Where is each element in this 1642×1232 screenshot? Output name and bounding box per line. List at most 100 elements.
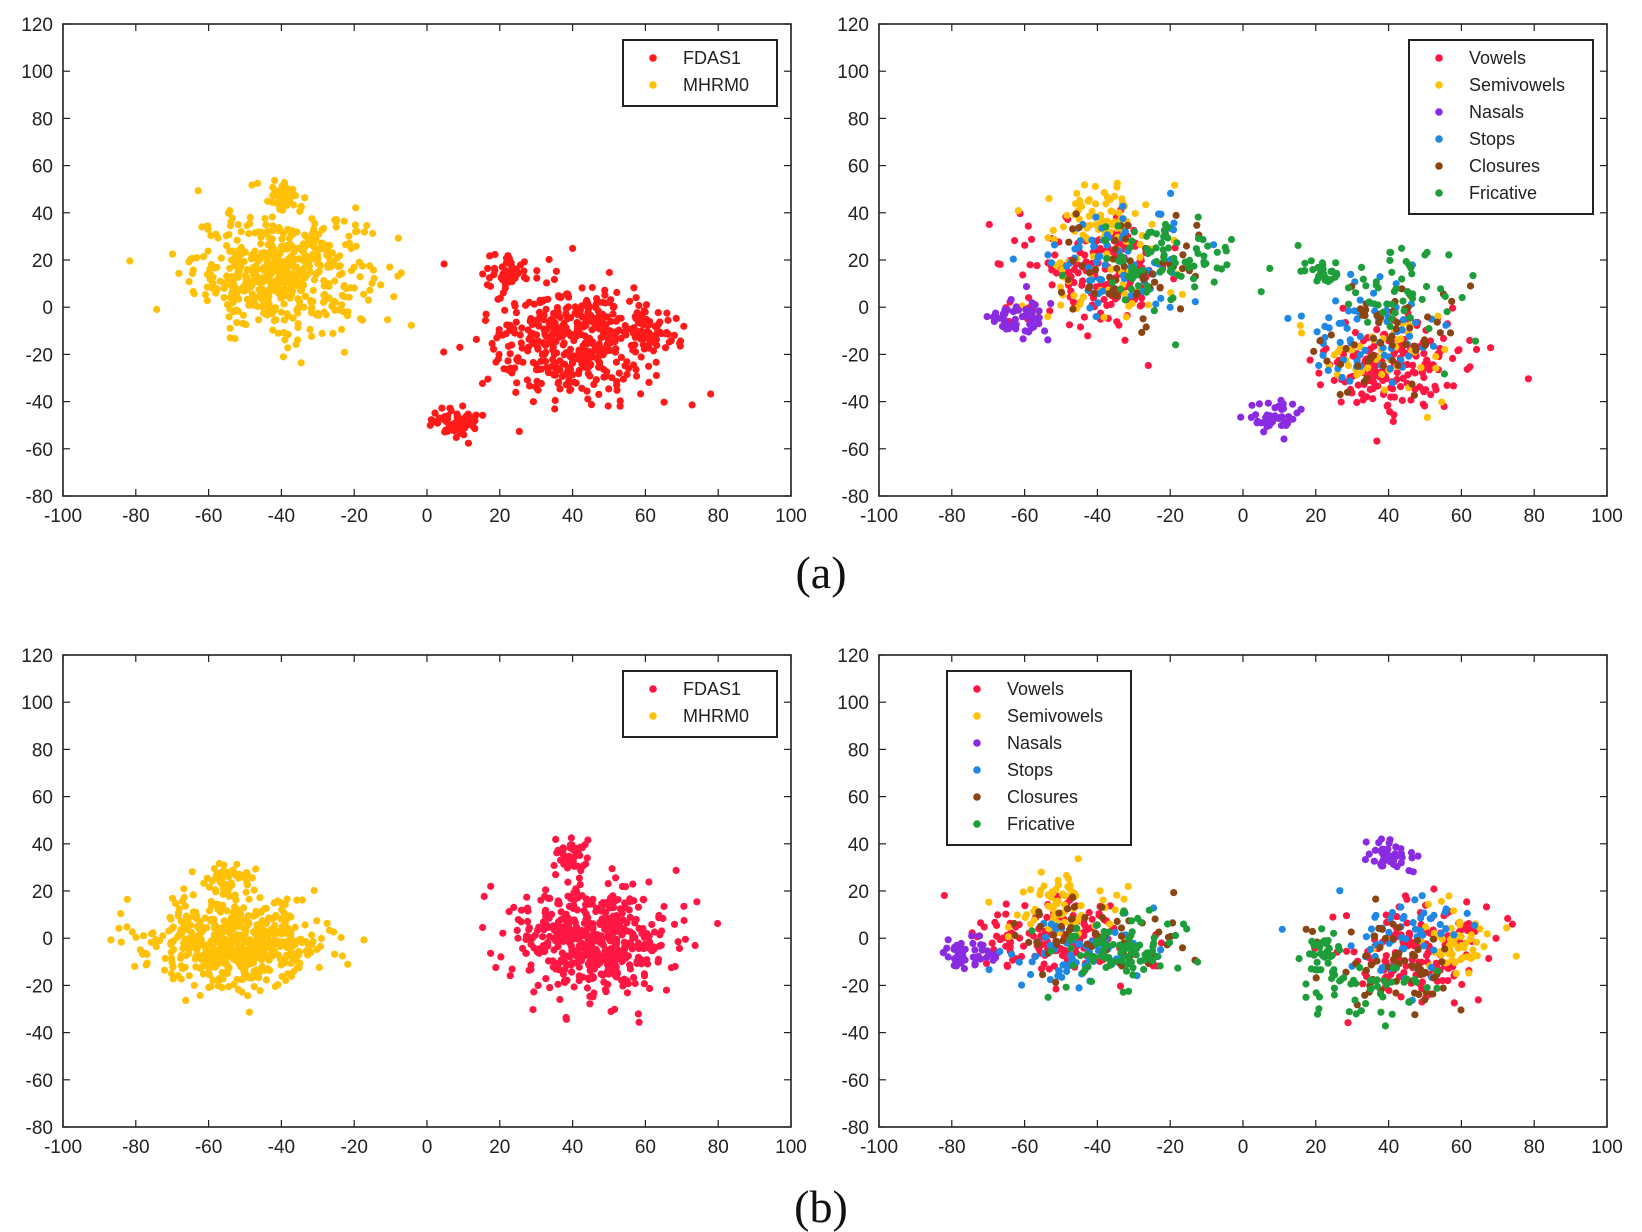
point-nasals	[1019, 335, 1027, 343]
point-nasals	[1285, 413, 1293, 421]
point-mhrm0	[226, 334, 234, 342]
point-fdas1	[515, 427, 523, 435]
point-closures	[1347, 928, 1355, 936]
point-mhrm0	[308, 215, 316, 223]
point-nasals	[1007, 296, 1015, 304]
point-closures	[1402, 341, 1410, 349]
point-vowels	[1396, 383, 1405, 391]
point-fdas1	[550, 275, 559, 284]
point-nasals	[1280, 435, 1288, 443]
point-fricative	[1221, 243, 1229, 251]
y-tick-label: -40	[26, 1024, 53, 1045]
point-closures	[1098, 903, 1106, 911]
point-fdas1	[609, 310, 617, 318]
point-mhrm0	[260, 309, 268, 317]
y-tick-label: -40	[842, 393, 869, 414]
point-mhrm0	[301, 274, 309, 282]
point-vowels	[1463, 365, 1471, 373]
point-fricative	[1100, 927, 1108, 936]
point-closures	[1362, 966, 1370, 975]
point-mhrm0	[239, 319, 247, 327]
point-semivowels	[1142, 201, 1150, 209]
point-fricative	[1134, 914, 1142, 923]
point-nasals	[1371, 846, 1379, 854]
point-mhrm0	[315, 963, 323, 972]
point-mhrm0	[276, 277, 284, 285]
point-fricative	[1388, 300, 1396, 308]
point-mhrm0	[384, 316, 392, 324]
point-vowels	[1081, 251, 1089, 259]
point-mhrm0	[394, 234, 402, 242]
point-fdas1	[575, 353, 583, 361]
point-mhrm0	[222, 232, 230, 240]
point-nasals	[1248, 401, 1256, 409]
point-fdas1	[676, 339, 684, 347]
point-fdas1	[552, 338, 560, 346]
point-fdas1	[560, 339, 568, 347]
point-closures	[1039, 971, 1047, 979]
legend: VowelsSemivowelsNasalsStopsClosuresFrica…	[946, 670, 1132, 846]
point-fdas1_b	[600, 978, 608, 986]
point-semivowels	[1417, 364, 1425, 372]
point-stops	[1389, 379, 1397, 387]
y-tick-label: 100	[837, 62, 869, 83]
point-fdas1	[453, 412, 461, 420]
point-fdas1_b	[622, 883, 630, 891]
point-nasals	[1041, 327, 1049, 335]
x-tick-label: 100	[1591, 1137, 1623, 1158]
point-fdas1	[543, 364, 551, 372]
point-fdas1_b	[539, 922, 547, 930]
point-semivowels	[1100, 217, 1108, 225]
point-fdas1	[463, 412, 471, 420]
point-mhrm0	[271, 261, 279, 269]
point-mhrm0	[297, 359, 305, 367]
point-fricative	[1330, 984, 1338, 992]
point-fricative	[1213, 264, 1221, 272]
point-mhrm0	[268, 213, 276, 221]
point-fdas1_b	[534, 926, 542, 934]
point-fdas1_b	[617, 917, 625, 925]
point-vowels	[1398, 396, 1406, 404]
point-fricative	[1067, 944, 1075, 952]
point-semivowels	[1456, 932, 1464, 940]
point-mhrm0	[117, 938, 125, 946]
x-tick-label: -40	[1084, 1137, 1111, 1158]
point-mhrm0	[278, 906, 286, 914]
point-fdas1_b	[487, 949, 495, 957]
point-vowels	[1363, 393, 1371, 401]
point-fricative	[1362, 282, 1370, 290]
point-mhrm0	[262, 976, 270, 984]
point-mhrm0	[226, 324, 234, 332]
point-vowels	[1002, 910, 1010, 918]
point-mhrm0	[363, 221, 371, 230]
point-stops	[1325, 314, 1333, 322]
point-fdas1	[552, 329, 560, 337]
point-mhrm0	[234, 221, 242, 229]
point-vowels	[1449, 382, 1458, 390]
y-tick-label: -40	[842, 1024, 869, 1045]
point-fricative	[1131, 269, 1139, 277]
point-semivowels	[1058, 890, 1066, 898]
point-closures	[1411, 1011, 1419, 1019]
point-fricative	[1315, 993, 1324, 1001]
point-fricative	[1227, 235, 1236, 244]
point-fricative	[1189, 275, 1198, 283]
point-vowels	[1052, 985, 1060, 993]
point-mhrm0	[205, 971, 213, 979]
point-fdas1_b	[528, 934, 536, 943]
point-fdas1	[664, 316, 672, 324]
point-stops	[1170, 219, 1178, 227]
point-fdas1	[652, 371, 661, 380]
y-tick-label: 80	[848, 740, 869, 761]
point-fdas1	[533, 267, 541, 275]
point-closures	[1179, 251, 1187, 259]
point-fricative	[1388, 268, 1396, 276]
point-fdas1_b	[492, 963, 500, 972]
point-fdas1	[624, 364, 633, 372]
point-nasals	[1297, 405, 1305, 413]
point-mhrm0	[386, 263, 394, 271]
point-mhrm0	[248, 949, 256, 957]
point-nasals	[1385, 839, 1393, 847]
point-semivowels	[1353, 371, 1361, 379]
point-closures	[1421, 968, 1429, 977]
